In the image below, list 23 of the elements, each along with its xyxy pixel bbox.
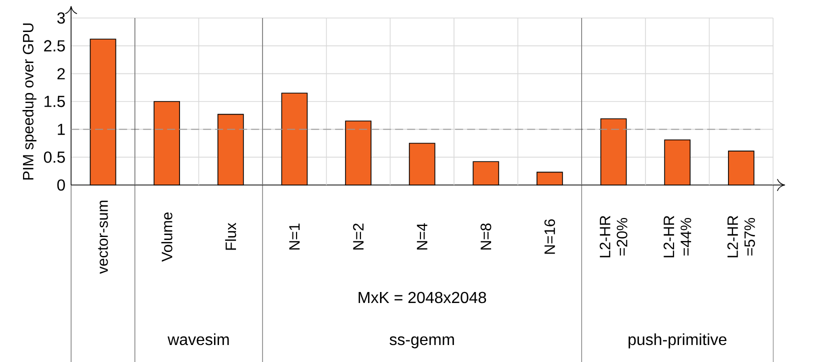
- x-tick-label: N=16: [544, 219, 556, 254]
- x-tick-label: N=1: [289, 224, 300, 250]
- y-tick-label: 1.5: [44, 96, 65, 108]
- x-tick-label: Volume: [161, 212, 172, 262]
- x-tick-label: Flux: [225, 222, 236, 250]
- y-tick-label: 1: [58, 124, 65, 135]
- y-tick-label: 0: [57, 179, 65, 191]
- x-tick-label: L2-HR =20%: [600, 216, 628, 258]
- y-axis-title: PIM speedup over GPU: [22, 23, 36, 180]
- x-tick-label: L2-HR =57%: [727, 216, 755, 258]
- x-tick-label: N=2: [353, 224, 364, 250]
- text: MxK = 2048x2048: [358, 292, 486, 304]
- x-tick-label: N=4: [416, 223, 428, 250]
- y-tick-label: 2.5: [44, 40, 65, 52]
- x-tick-label: N=8: [480, 223, 492, 250]
- text: push-primitive: [628, 333, 726, 348]
- text: wavesim: [168, 333, 229, 346]
- y-tick-label: 3: [57, 12, 65, 24]
- y-tick-label: 0.5: [44, 152, 65, 163]
- text: ss-gemm: [390, 336, 454, 348]
- y-tick-label: 2: [57, 68, 65, 80]
- x-tick-label: vector-sum: [98, 200, 108, 274]
- x-tick-label: L2-HR =44%: [664, 216, 692, 258]
